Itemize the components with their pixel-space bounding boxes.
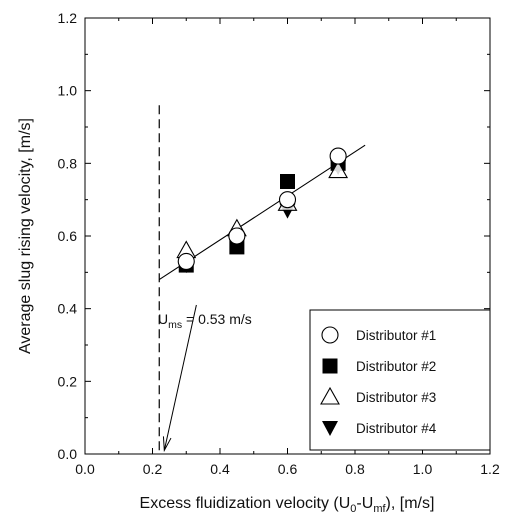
annotation-label: Ums = 0.53 m/s [158, 311, 252, 331]
data-points [176, 147, 349, 274]
y-tick-label: 1.0 [58, 83, 78, 99]
legend-items: Distributor #1 Distributor #2 Distributor … [320, 326, 437, 436]
y-tick-label: 0.0 [58, 446, 78, 462]
data-point-circle-open [329, 147, 347, 165]
legend-label: Distributor #1 [356, 328, 436, 343]
legend-marker-square-filled [322, 358, 338, 374]
y-tick-label: 1.2 [58, 10, 78, 26]
x-tick-label: 0.6 [278, 461, 298, 477]
x-axis-title: Excess fluidization velocity (U0-Umf), [… [140, 495, 435, 515]
x-tick-label: 0.4 [210, 461, 230, 477]
x-axis-title-sub2: mf [373, 503, 386, 515]
axis-ticks [84, 17, 491, 455]
y-axis-title: Average slug rising velocity, [m/s] [17, 118, 34, 354]
annotation-arrow [162, 304, 197, 453]
y-tick-label: 0.8 [58, 155, 78, 171]
x-tick-label: 1.0 [413, 461, 433, 477]
legend: Distributor #1 Distributor #2 Distributor … [309, 309, 491, 451]
legend-marker-triangle-down-filled [322, 421, 338, 436]
annotation-value: = 0.53 m/s [182, 311, 252, 327]
x-axis-title-b: -U [356, 495, 373, 512]
legend-label: Distributor #3 [356, 390, 436, 405]
data-point-square-filled [280, 174, 295, 189]
x-tick-label: 0.2 [143, 461, 163, 477]
y-tick-label: 0.2 [58, 373, 78, 389]
legend-marker-triangle-up-open [320, 386, 340, 405]
plot-area: 0.0 0.2 0.4 0.6 0.8 1.0 1.2 0.0 0.2 0.4 0.6 0.8 1.0 1… [58, 10, 500, 477]
x-tick-label: 0.0 [75, 461, 95, 477]
y-tick-label: 0.4 [58, 301, 78, 317]
data-point-circle-open [177, 252, 195, 270]
x-tick-label: 0.8 [345, 461, 365, 477]
annotation-sub: ms [168, 319, 182, 331]
data-point-circle-open [278, 191, 297, 209]
legend-label: Distributor #4 [356, 421, 437, 436]
x-tick-label: 1.2 [480, 461, 500, 477]
legend-label: Distributor #2 [356, 359, 436, 374]
arrow-shaft [163, 304, 197, 451]
data-point-circle-open [228, 227, 246, 245]
legend-box [309, 309, 491, 451]
data-point-triangle-up-open [328, 160, 349, 179]
annotation-u: U [158, 311, 168, 327]
tick-labels: 0.0 0.2 0.4 0.6 0.8 1.0 1.2 0.0 0.2 0.4 0.6 0.8 1.0 1… [58, 10, 500, 477]
x-axis-title-a: Excess fluidization velocity (U [140, 495, 351, 512]
arrow-head [162, 436, 172, 453]
x-axis-title-c: ), [m/s] [386, 495, 435, 512]
y-tick-label: 0.6 [58, 228, 78, 244]
legend-marker-circle-open [321, 326, 339, 344]
x-axis-title-sub1: 0 [350, 503, 356, 515]
